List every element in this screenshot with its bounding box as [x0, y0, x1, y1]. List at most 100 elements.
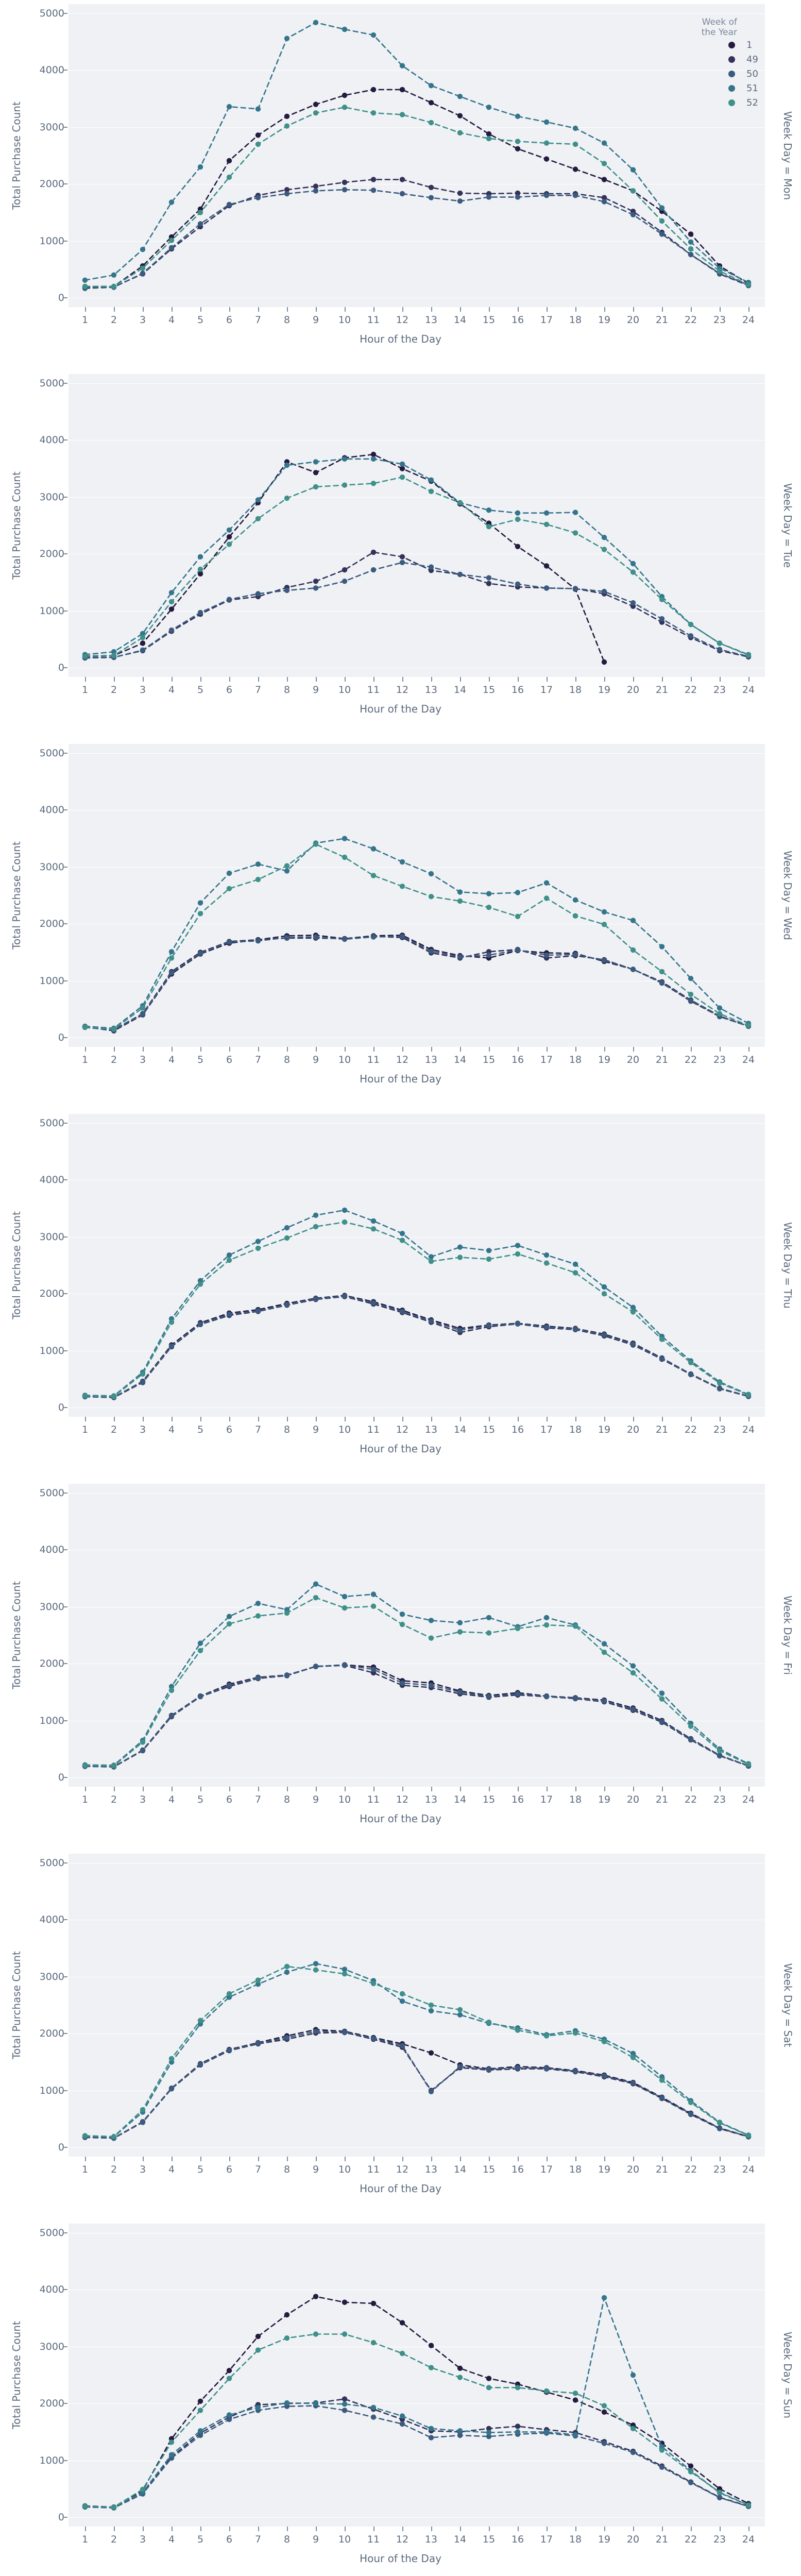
series-marker [601, 547, 607, 552]
series-marker [428, 83, 434, 89]
x-tick-label: 3 [139, 684, 146, 696]
legend-color-dot-icon [728, 99, 735, 106]
x-tick-mark [691, 2527, 692, 2531]
series-marker [486, 891, 492, 896]
series-marker [370, 549, 377, 555]
series-marker [370, 32, 377, 38]
series-marker [717, 1748, 723, 1754]
series-marker [226, 1311, 232, 1317]
x-tick-label: 14 [453, 314, 467, 326]
series-marker [197, 566, 203, 572]
legend-item[interactable]: 52 [672, 95, 770, 110]
x-tick-mark [604, 2157, 605, 2161]
series-marker [428, 564, 434, 570]
series-marker [601, 140, 607, 146]
y-tick-mark [64, 1407, 67, 1408]
x-tick-label: 7 [254, 1424, 262, 1435]
x-tick-label: 17 [540, 2164, 553, 2175]
series-marker [313, 934, 319, 940]
series-marker [342, 179, 348, 185]
series-marker [688, 991, 694, 997]
series-marker [370, 2414, 377, 2420]
series-marker [342, 456, 348, 462]
series-marker [370, 1980, 377, 1987]
series-marker [255, 2040, 261, 2046]
series-marker [168, 599, 175, 605]
x-tick-mark [258, 307, 259, 312]
series-marker [486, 1630, 492, 1636]
x-tick-mark [547, 677, 548, 682]
y-tick-label: 4000 [39, 1914, 64, 1926]
series-marker [601, 909, 607, 915]
gridline [69, 13, 765, 14]
y-tick-mark [64, 2517, 67, 2518]
y-tick-label: 3000 [39, 121, 64, 133]
series-marker [572, 2068, 578, 2074]
series-layer [82, 836, 752, 1033]
x-tick-mark [575, 677, 576, 682]
series-marker [543, 2065, 550, 2071]
x-tick-label: 10 [338, 1054, 351, 1065]
x-tick-mark [373, 1047, 374, 1052]
x-tick-mark [229, 2527, 230, 2531]
series-marker [284, 1235, 290, 1241]
x-tick-mark [373, 677, 374, 682]
series-marker [226, 597, 232, 602]
legend-item-label: 1 [746, 39, 753, 50]
series-marker [717, 1753, 723, 1758]
x-tick-label: 8 [283, 314, 291, 326]
series-marker [543, 2033, 550, 2039]
y-tick-label: 0 [58, 1772, 64, 1783]
x-tick-mark [431, 1787, 432, 1791]
series-marker [457, 1689, 463, 1695]
x-tick-mark [402, 2157, 403, 2161]
series-marker [486, 2066, 492, 2072]
series-marker [370, 188, 377, 193]
series-marker [543, 1324, 550, 1330]
legend-item[interactable]: 50 [672, 66, 770, 81]
y-tick-label: 2000 [39, 2398, 64, 2410]
series-layer [82, 451, 752, 665]
x-tick-mark [402, 307, 403, 312]
x-tick-mark [258, 1417, 259, 1421]
series-marker [601, 2295, 607, 2301]
series-marker [313, 183, 319, 189]
x-axis-label: Hour of the Day [360, 703, 441, 715]
series-marker [630, 2055, 636, 2060]
legend-item[interactable]: 49 [672, 52, 770, 66]
x-tick-mark [172, 677, 173, 682]
series-line [84, 1295, 749, 1398]
series-marker [168, 949, 175, 955]
series-marker [197, 2408, 203, 2413]
series-marker [572, 2397, 578, 2403]
legend-item-label: 49 [746, 54, 758, 65]
series-marker [717, 2495, 723, 2501]
series-marker [370, 1218, 377, 1224]
legend-color-dot-icon [728, 70, 735, 77]
y-tick-mark [64, 183, 67, 185]
x-tick-mark [691, 1417, 692, 1421]
x-tick-label: 6 [226, 1794, 233, 1805]
series-marker [342, 2401, 348, 2407]
series-marker [428, 2365, 434, 2370]
x-tick-label: 5 [197, 314, 204, 326]
x-tick-mark [143, 1417, 144, 1421]
x-tick-mark [229, 1787, 230, 1791]
x-tick-label: 10 [338, 314, 351, 326]
series-marker [572, 1270, 578, 1276]
series-marker [342, 105, 348, 110]
series-marker [630, 1706, 636, 1712]
x-tick-label: 22 [684, 1794, 697, 1805]
legend-item[interactable]: 1 [672, 38, 770, 52]
series-marker [370, 1226, 377, 1232]
legend-item[interactable]: 51 [672, 81, 770, 95]
series-marker [428, 1683, 434, 1688]
x-tick-label: 4 [168, 314, 175, 326]
x-tick-mark [691, 2157, 692, 2161]
x-tick-label: 2 [110, 1794, 117, 1805]
series-marker [197, 900, 203, 906]
x-tick-label: 20 [626, 2164, 640, 2175]
series-marker [342, 2331, 348, 2337]
series-marker [457, 130, 463, 135]
x-tick-mark [431, 1047, 432, 1052]
